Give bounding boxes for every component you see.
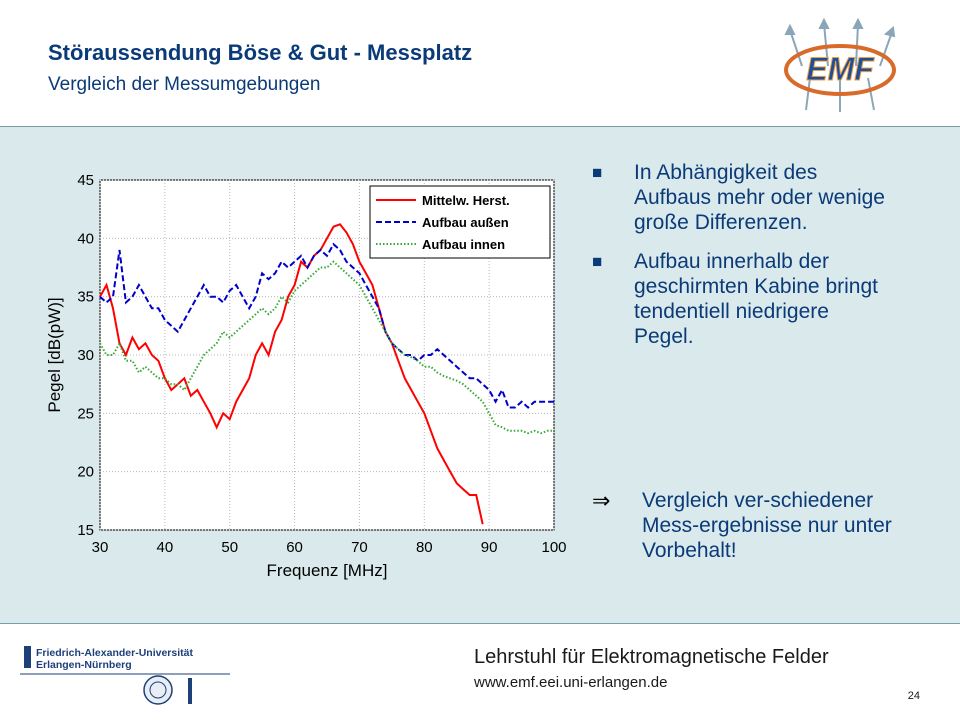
- x-tick-labels: 30 40 50 60 70 80 90 100: [92, 539, 567, 556]
- x-tick-label: 50: [221, 539, 238, 556]
- page-title: Störaussendung Böse & Gut - Messplatz: [48, 40, 473, 65]
- y-tick-labels: 15 20 25 30 35 40 45: [77, 172, 94, 539]
- bullet-item: ■ Aufbau innerhalb der geschirmten Kabin…: [592, 249, 892, 349]
- university-name-line2: Erlangen-Nürnberg: [36, 659, 132, 671]
- conclusion: ⇒ Vergleich ver-schiedener Mess-ergebnis…: [592, 488, 892, 563]
- x-tick-label: 100: [541, 539, 566, 556]
- y-tick-label: 15: [77, 522, 94, 539]
- series-line-1: [99, 242, 554, 409]
- legend-label-2: Aufbau innen: [422, 237, 505, 252]
- emf-logo-text: EMF: [806, 51, 875, 87]
- y-tick-label: 25: [77, 405, 94, 422]
- x-tick-label: 40: [157, 539, 174, 556]
- y-tick-label: 45: [77, 172, 94, 189]
- bullet-marker: ■: [592, 252, 603, 271]
- y-tick-label: 20: [77, 464, 94, 481]
- university-seal-icon: [143, 675, 173, 705]
- bullet-marker: ■: [592, 163, 603, 182]
- x-tick-label: 60: [286, 539, 303, 556]
- bullet-text: In Abhängigkeit des Aufbaus mehr oder we…: [634, 161, 885, 234]
- y-tick-label: 35: [77, 289, 94, 306]
- x-tick-label: 90: [481, 539, 498, 556]
- x-tick-label: 70: [351, 539, 368, 556]
- page-subtitle: Vergleich der Messumgebungen: [48, 74, 321, 95]
- y-tick-label: 40: [77, 230, 94, 247]
- legend-label-0: Mittelw. Herst.: [422, 193, 510, 208]
- bullet-list: ■ In Abhängigkeit des Aufbaus mehr oder …: [592, 160, 892, 363]
- implies-arrow-icon: ⇒: [592, 488, 611, 513]
- y-axis-label: Pegel [dB(pW)]: [45, 297, 64, 412]
- series-line-0: [99, 223, 484, 525]
- chair-name: Lehrstuhl für Elektromagnetische Felder: [474, 646, 829, 668]
- legend: Mittelw. Herst. Aufbau außen Aufbau inne…: [369, 185, 551, 259]
- series-line-2: [99, 260, 554, 435]
- series-lines: [99, 223, 554, 525]
- emf-logo: EMF: [784, 18, 896, 112]
- bullet-text: Aufbau innerhalb der geschirmten Kabine …: [634, 250, 878, 348]
- comparison-chart: 30 40 50 60 70 80 90 100 15 20 25 30 35 40 45 Frequen…: [45, 172, 567, 580]
- y-tick-label: 30: [77, 347, 94, 364]
- university-logo: Friedrich-Alexander-Universität Erlangen…: [20, 646, 230, 705]
- x-tick-label: 80: [416, 539, 433, 556]
- bullet-item: ■ In Abhängigkeit des Aufbaus mehr oder …: [592, 160, 892, 235]
- conclusion-text: Vergleich ver-schiedener Mess-ergebnisse…: [642, 489, 892, 562]
- legend-label-1: Aufbau außen: [422, 215, 509, 230]
- x-tick-label: 30: [92, 539, 109, 556]
- university-name-line1: Friedrich-Alexander-Universität: [36, 647, 193, 659]
- page-number: 24: [907, 690, 920, 702]
- x-axis-label: Frequenz [MHz]: [267, 561, 388, 580]
- chart-grid: [99, 179, 555, 531]
- chair-url[interactable]: www.emf.eei.uni-erlangen.de: [474, 674, 668, 691]
